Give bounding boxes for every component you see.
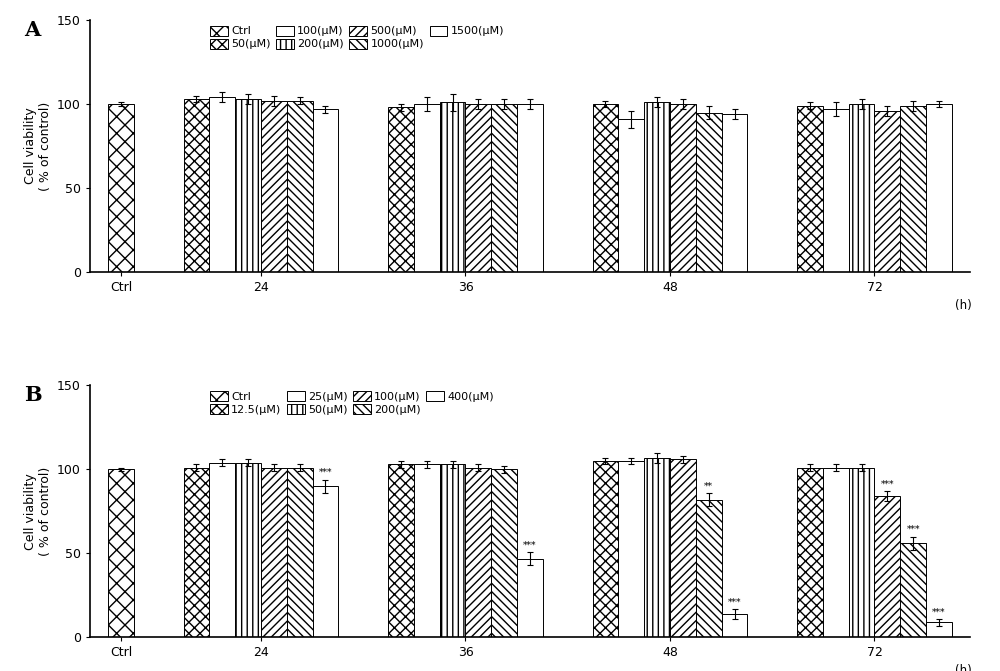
- Bar: [313, 486, 338, 637]
- Bar: [491, 104, 517, 272]
- Bar: [261, 101, 287, 272]
- Bar: [440, 464, 465, 637]
- Bar: [491, 470, 517, 637]
- Text: **: **: [704, 482, 713, 491]
- Bar: [900, 106, 926, 272]
- Bar: [670, 460, 696, 637]
- Bar: [108, 470, 134, 637]
- Bar: [797, 468, 823, 637]
- Bar: [849, 104, 874, 272]
- Bar: [287, 101, 313, 272]
- Bar: [618, 119, 644, 272]
- Bar: [644, 458, 670, 637]
- Bar: [797, 106, 823, 272]
- Bar: [926, 104, 952, 272]
- Bar: [184, 468, 209, 637]
- Text: ***: ***: [906, 525, 920, 534]
- Legend: Ctrl, 50(μM), 100(μM), 200(μM), 500(μM), 1000(μM), 1500(μM): Ctrl, 50(μM), 100(μM), 200(μM), 500(μM),…: [210, 25, 504, 50]
- Bar: [313, 109, 338, 272]
- Y-axis label: Cell viability
( % of control): Cell viability ( % of control): [24, 101, 52, 191]
- Bar: [593, 461, 618, 637]
- Bar: [696, 500, 722, 637]
- Bar: [618, 461, 644, 637]
- Text: ***: ***: [881, 480, 894, 488]
- Bar: [184, 99, 209, 272]
- Text: ***: ***: [728, 597, 741, 607]
- Bar: [388, 107, 414, 272]
- Text: A: A: [24, 20, 40, 40]
- Text: ***: ***: [932, 607, 946, 617]
- Bar: [414, 464, 440, 637]
- Bar: [235, 99, 261, 272]
- Bar: [874, 497, 900, 637]
- Bar: [465, 468, 491, 637]
- Bar: [108, 104, 134, 272]
- Bar: [900, 544, 926, 637]
- Bar: [465, 104, 491, 272]
- Bar: [926, 622, 952, 637]
- Bar: [209, 97, 235, 272]
- Text: (h): (h): [955, 299, 971, 312]
- Text: B: B: [24, 385, 42, 405]
- Bar: [823, 468, 849, 637]
- Bar: [696, 113, 722, 272]
- Text: ***: ***: [523, 540, 537, 550]
- Bar: [849, 468, 874, 637]
- Bar: [209, 463, 235, 637]
- Bar: [874, 111, 900, 272]
- Bar: [823, 109, 849, 272]
- Bar: [261, 468, 287, 637]
- Text: ***: ***: [319, 468, 332, 477]
- Bar: [388, 464, 414, 637]
- Bar: [722, 614, 747, 637]
- Bar: [517, 104, 543, 272]
- Bar: [440, 103, 465, 272]
- Bar: [414, 104, 440, 272]
- Bar: [644, 103, 670, 272]
- Y-axis label: Cell viability
( % of control): Cell viability ( % of control): [24, 467, 52, 556]
- Bar: [235, 463, 261, 637]
- Bar: [517, 558, 543, 637]
- Bar: [593, 104, 618, 272]
- Bar: [670, 104, 696, 272]
- Bar: [287, 468, 313, 637]
- Legend: Ctrl, 12.5(μM), 25(μM), 50(μM), 100(μM), 200(μM), 400(μM): Ctrl, 12.5(μM), 25(μM), 50(μM), 100(μM),…: [210, 391, 494, 415]
- Text: (h): (h): [955, 664, 971, 671]
- Bar: [722, 114, 747, 272]
